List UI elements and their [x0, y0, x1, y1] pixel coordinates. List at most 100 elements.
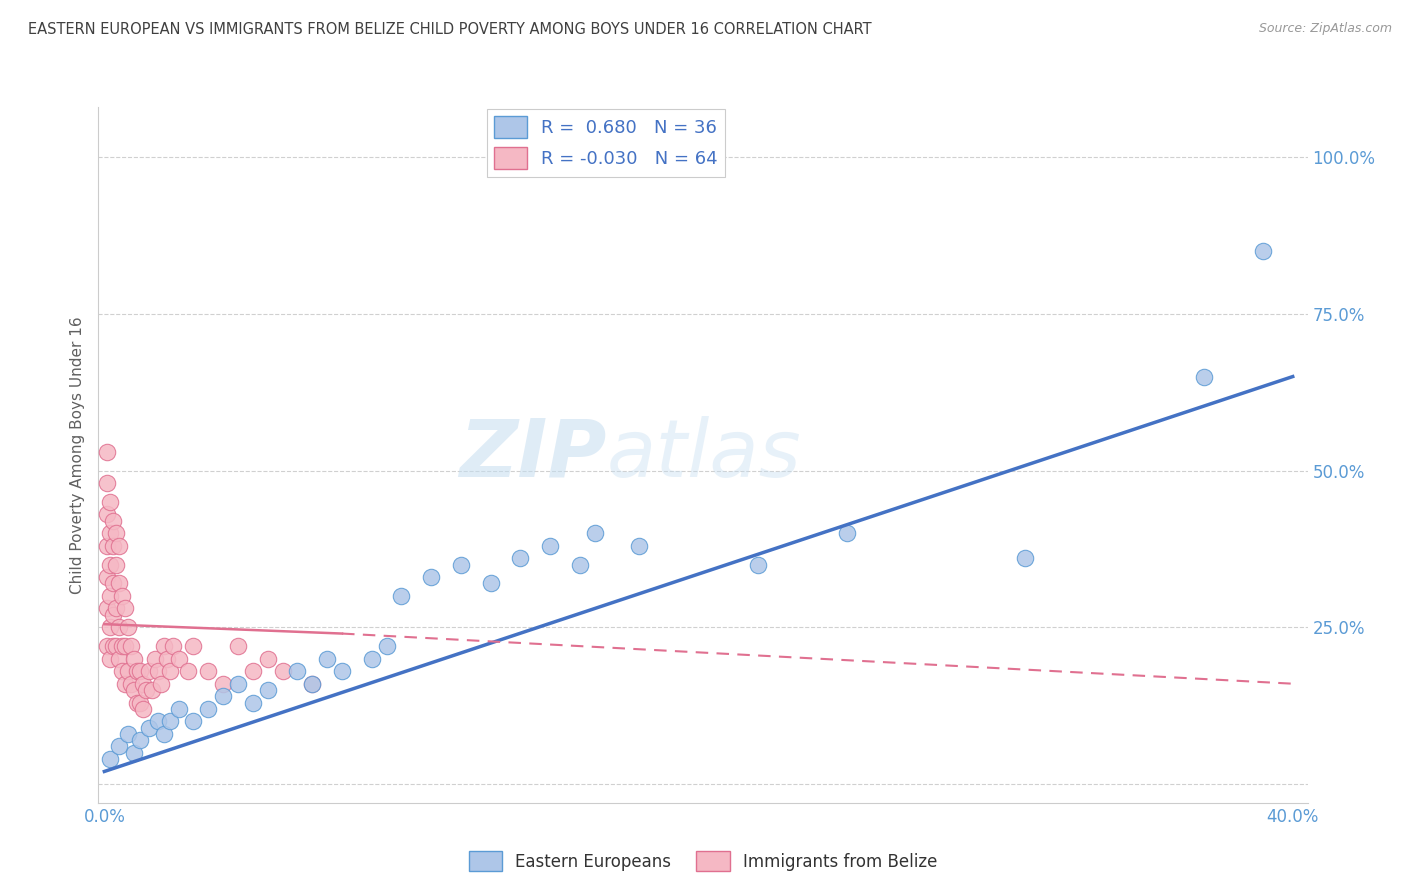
- Point: [105, 526, 128, 541]
- Point: [330, 664, 353, 678]
- Point: [132, 702, 155, 716]
- Point: [747, 558, 769, 572]
- Point: [301, 676, 323, 690]
- Point: [256, 683, 278, 698]
- Point: [129, 696, 152, 710]
- Point: [98, 651, 121, 665]
- Point: [138, 664, 160, 678]
- Point: [176, 664, 198, 678]
- Point: [835, 526, 858, 541]
- Text: Source: ZipAtlas.com: Source: ZipAtlas.com: [1258, 22, 1392, 36]
- Point: [111, 589, 134, 603]
- Point: [114, 639, 136, 653]
- Text: EASTERN EUROPEAN VS IMMIGRANTS FROM BELIZE CHILD POVERTY AMONG BOYS UNDER 16 COR: EASTERN EUROPEAN VS IMMIGRANTS FROM BELI…: [28, 22, 872, 37]
- Point: [212, 676, 235, 690]
- Point: [103, 639, 125, 653]
- Point: [122, 683, 145, 698]
- Point: [105, 601, 128, 615]
- Point: [98, 558, 121, 572]
- Point: [212, 690, 235, 704]
- Point: [143, 651, 166, 665]
- Point: [120, 676, 142, 690]
- Point: [167, 702, 190, 716]
- Point: [242, 696, 264, 710]
- Point: [111, 639, 134, 653]
- Point: [226, 676, 249, 690]
- Point: [146, 664, 169, 678]
- Point: [183, 714, 205, 729]
- Point: [117, 620, 139, 634]
- Point: [242, 664, 264, 678]
- Legend: Eastern Europeans, Immigrants from Belize: Eastern Europeans, Immigrants from Beliz…: [463, 845, 943, 878]
- Text: ZIP: ZIP: [458, 416, 606, 494]
- Point: [583, 526, 606, 541]
- Point: [96, 444, 118, 458]
- Point: [301, 676, 323, 690]
- Point: [149, 676, 172, 690]
- Point: [159, 664, 181, 678]
- Point: [159, 714, 181, 729]
- Point: [108, 739, 131, 754]
- Point: [98, 589, 121, 603]
- Point: [146, 714, 169, 729]
- Point: [96, 601, 118, 615]
- Point: [117, 727, 139, 741]
- Text: atlas: atlas: [606, 416, 801, 494]
- Point: [98, 620, 121, 634]
- Point: [141, 683, 163, 698]
- Point: [96, 570, 118, 584]
- Point: [103, 576, 125, 591]
- Point: [105, 558, 128, 572]
- Point: [226, 639, 249, 653]
- Point: [132, 676, 155, 690]
- Y-axis label: Child Poverty Among Boys Under 16: Child Poverty Among Boys Under 16: [69, 316, 84, 594]
- Point: [103, 514, 125, 528]
- Point: [197, 702, 219, 716]
- Point: [152, 727, 174, 741]
- Point: [628, 539, 651, 553]
- Point: [450, 558, 472, 572]
- Point: [103, 539, 125, 553]
- Point: [108, 539, 131, 553]
- Point: [316, 651, 339, 665]
- Point: [360, 651, 382, 665]
- Point: [152, 639, 174, 653]
- Point: [256, 651, 278, 665]
- Point: [568, 558, 591, 572]
- Point: [120, 639, 142, 653]
- Point: [96, 539, 118, 553]
- Point: [125, 664, 148, 678]
- Point: [167, 651, 190, 665]
- Point: [135, 683, 157, 698]
- Point: [114, 601, 136, 615]
- Point: [117, 664, 139, 678]
- Point: [197, 664, 219, 678]
- Point: [183, 639, 205, 653]
- Point: [98, 495, 121, 509]
- Point: [105, 639, 128, 653]
- Point: [287, 664, 309, 678]
- Point: [538, 539, 561, 553]
- Point: [125, 696, 148, 710]
- Point: [108, 620, 131, 634]
- Point: [1192, 369, 1215, 384]
- Point: [108, 576, 131, 591]
- Point: [96, 476, 118, 491]
- Point: [98, 526, 121, 541]
- Point: [98, 752, 121, 766]
- Point: [138, 721, 160, 735]
- Point: [156, 651, 179, 665]
- Point: [111, 664, 134, 678]
- Point: [420, 570, 443, 584]
- Point: [391, 589, 413, 603]
- Point: [108, 651, 131, 665]
- Point: [479, 576, 502, 591]
- Point: [114, 676, 136, 690]
- Point: [375, 639, 398, 653]
- Point: [122, 651, 145, 665]
- Point: [129, 664, 152, 678]
- Point: [162, 639, 184, 653]
- Point: [509, 551, 531, 566]
- Point: [96, 639, 118, 653]
- Point: [96, 508, 118, 522]
